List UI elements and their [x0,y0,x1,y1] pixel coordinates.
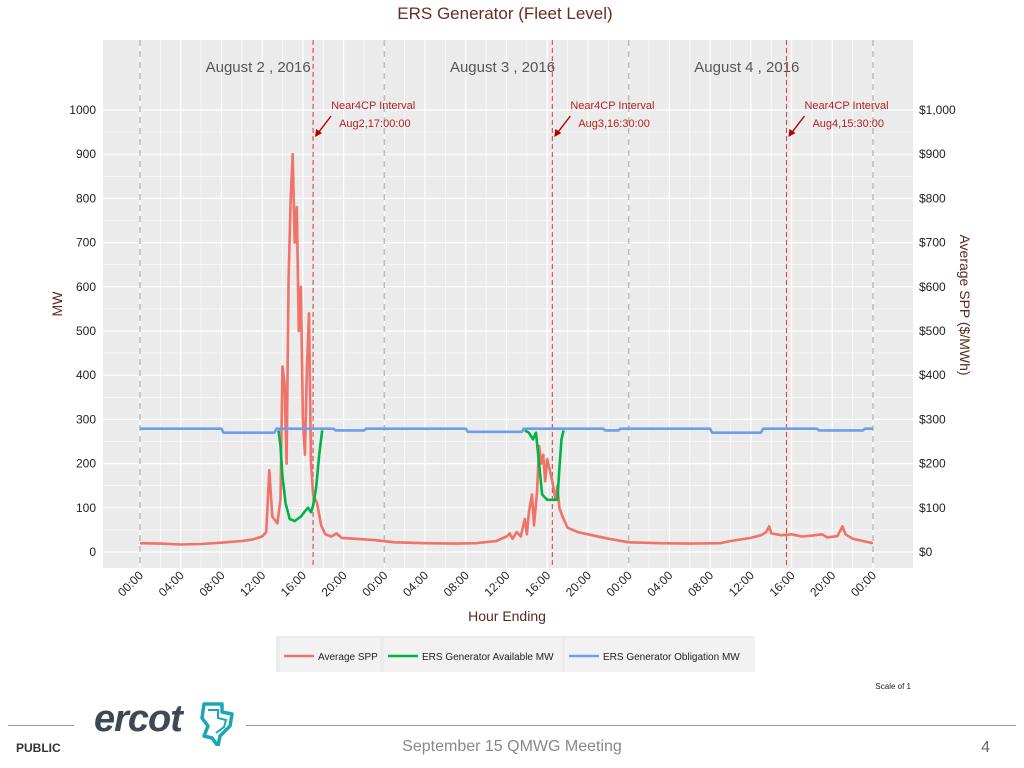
y-tick-right: $800 [919,191,946,205]
annotation-time: Aug2,17:00:00 [339,118,411,130]
x-tick: 04:00 [400,568,431,599]
annotation-title: Near4CP Interval [804,100,888,112]
footer-divider-right [246,725,1016,726]
x-tick: 00:00 [848,568,879,599]
x-axis: 00:00 04:00 08:00 12:00 16:00 20:00 00:00 04:00… [115,568,879,599]
y-tick-right: $100 [919,501,946,515]
near4cp-annotation: Near4CP Interval Aug3,16:30:00 [554,100,654,137]
annotation-arrowhead [315,129,323,137]
near4cp-annotation: Near4CP Interval Aug2,17:00:00 [315,100,415,137]
y-axis-right: $0 $100 $200 $300 $400 $500 $600 $700 $800 $900 $1… [919,103,956,559]
day-label: August 2 , 2016 [206,59,311,76]
annotation-title: Near4CP Interval [570,100,654,112]
x-tick: 00:00 [115,568,146,599]
x-tick: 08:00 [196,568,227,599]
y-tick-left: 500 [76,324,96,338]
x-tick: 00:00 [359,568,390,599]
y-tick-right: $400 [919,368,946,382]
annotation-arrowhead [788,129,796,137]
series-ers-generator-available-mw [277,429,565,523]
series-ers-generator-obligation-mw [140,427,873,434]
legend-label: ERS Generator Obligation MW [603,652,740,663]
y-tick-right: $900 [919,147,946,161]
x-tick: 04:00 [644,568,675,599]
logo-wordmark: ercot [94,698,183,740]
annotation-arrow [317,115,332,134]
y-tick-left: 0 [89,545,96,559]
y-tick-left: 700 [76,236,96,250]
legend-item: ERS Generator Obligation MW [565,638,755,672]
legend-item: Average SPP [280,638,380,672]
y-tick-left: 400 [76,368,96,382]
y-tick-right: $600 [919,280,946,294]
x-tick: 16:00 [522,568,553,599]
legend-item: ERS Generator Available MW [384,638,562,672]
y-tick-right: $200 [919,457,946,471]
public-label: PUBLIC [16,741,61,755]
series-line [277,429,565,523]
annotation-arrowhead [554,129,562,137]
texas-icon [200,702,234,746]
ercot-logo: ercot [94,698,234,750]
x-axis-title: Hour Ending [468,608,546,624]
y-tick-right: $1,000 [919,103,956,117]
x-tick: 20:00 [319,568,350,599]
annotation-time: Aug3,16:30:00 [578,118,650,130]
plot-panel [103,40,913,568]
series-layer [139,152,874,546]
legend: Average SPP ERS Generator Available MW ERS… [276,636,755,672]
legend-label: Average SPP [318,652,378,663]
y-tick-left: 600 [76,280,96,294]
y-tick-right: $500 [919,324,946,338]
y-tick-left: 800 [76,191,96,205]
x-tick: 12:00 [237,568,268,599]
x-tick: 12:00 [726,568,757,599]
y-axis-right-title: Average SPP ($/MWh) [957,234,973,375]
day-label: August 4 , 2016 [694,59,799,76]
legend-label: ERS Generator Available MW [422,652,554,663]
annotation-arrow [790,115,806,134]
y-tick-left: 200 [76,457,96,471]
y-tick-left: 900 [76,147,96,161]
x-tick: 20:00 [563,568,594,599]
legend-items: Average SPP ERS Generator Available MW ERS… [280,638,755,672]
annotation-time: Aug4,15:30:00 [812,118,884,130]
annotation-arrow [556,115,571,134]
page-number: 4 [981,739,990,756]
y-axis-left: 0 100 200 300 400 500 600 700 800 900 1000 [69,103,96,559]
y-axis-left-title: MW [49,291,65,317]
x-tick: 20:00 [807,568,838,599]
x-tick: 16:00 [278,568,309,599]
x-tick: 12:00 [481,568,512,599]
annotation-title: Near4CP Interval [331,100,415,112]
y-tick-left: 300 [76,412,96,426]
series-line [139,152,874,546]
meeting-title: September 15 QMWG Meeting [402,738,622,755]
y-tick-left: 1000 [69,103,96,117]
near4cp-annotation: Near4CP Interval Aug4,15:30:00 [788,100,889,137]
day-label: August 3 , 2016 [450,59,555,76]
x-tick: 00:00 [604,568,635,599]
footer-divider-left [8,725,74,726]
x-tick: 08:00 [685,568,716,599]
x-tick: 16:00 [767,568,798,599]
y-tick-right: $0 [919,545,933,559]
x-tick: 04:00 [156,568,187,599]
y-tick-left: 100 [76,501,96,515]
scale-note: Scale of 1 [875,682,911,691]
series-line [140,427,873,434]
reference-lines: August 2 , 2016 August 3 , 2016 August 4 ,… [139,40,874,568]
y-tick-right: $300 [919,412,946,426]
chart-title: ERS Generator (Fleet Level) [397,4,612,23]
x-tick: 08:00 [441,568,472,599]
y-tick-right: $700 [919,236,946,250]
series-average-spp [139,152,874,546]
